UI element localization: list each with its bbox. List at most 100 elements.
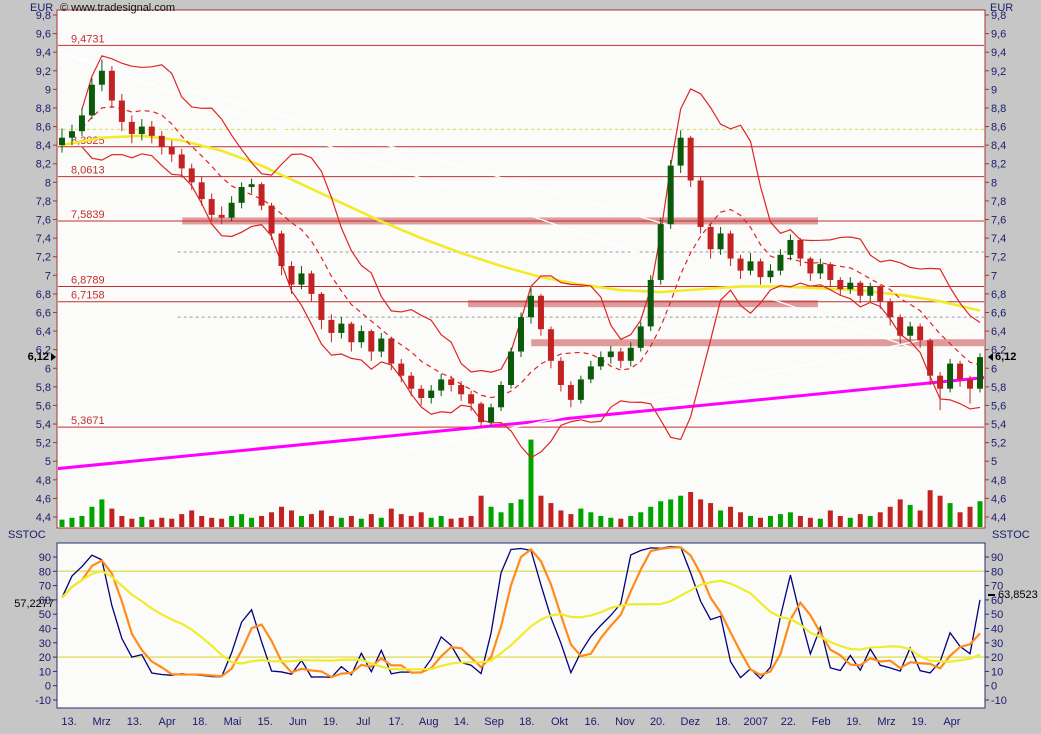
svg-text:6,2: 6,2	[991, 345, 1006, 357]
svg-text:4,4: 4,4	[36, 512, 51, 524]
svg-text:7,6: 7,6	[36, 215, 51, 227]
svg-text:4,8: 4,8	[36, 475, 51, 487]
svg-text:90: 90	[39, 552, 51, 564]
left-axis-title: EUR	[30, 2, 54, 14]
svg-text:14.: 14.	[454, 716, 469, 728]
svg-text:5,6: 5,6	[991, 400, 1006, 412]
svg-text:20: 20	[991, 652, 1003, 664]
svg-text:4,6: 4,6	[36, 493, 51, 505]
svg-text:30: 30	[991, 638, 1003, 650]
svg-text:6,4: 6,4	[991, 326, 1006, 338]
svg-text:15.: 15.	[258, 716, 273, 728]
svg-text:5,4: 5,4	[991, 419, 1006, 431]
svg-text:70: 70	[39, 581, 51, 593]
svg-text:16.: 16.	[585, 716, 600, 728]
svg-text:60: 60	[39, 595, 51, 607]
svg-text:30: 30	[39, 638, 51, 650]
svg-text:Feb: Feb	[812, 716, 831, 728]
svg-text:5,8: 5,8	[36, 382, 51, 394]
svg-text:8,6: 8,6	[36, 122, 51, 134]
svg-text:Mrz: Mrz	[93, 716, 111, 728]
svg-text:8,2: 8,2	[36, 159, 51, 171]
svg-text:Jul: Jul	[356, 716, 370, 728]
svg-text:Okt: Okt	[551, 716, 568, 728]
svg-text:6: 6	[45, 363, 51, 375]
svg-text:8,8: 8,8	[991, 103, 1006, 115]
svg-text:8,4: 8,4	[991, 140, 1006, 152]
svg-text:9,8: 9,8	[991, 10, 1006, 22]
svg-text:60: 60	[991, 595, 1003, 607]
svg-text:6,4: 6,4	[36, 326, 51, 338]
current-price-tag-right: 6,12	[988, 351, 1016, 363]
svg-text:Sep: Sep	[484, 716, 504, 728]
svg-text:9,2: 9,2	[991, 66, 1006, 78]
svg-text:5,4: 5,4	[36, 419, 51, 431]
svg-text:9,8: 9,8	[36, 10, 51, 22]
right-axis-title: EUR	[990, 2, 1014, 14]
svg-text:6,8789: 6,8789	[71, 275, 105, 287]
svg-text:13.: 13.	[61, 716, 76, 728]
svg-text:6,7158: 6,7158	[71, 290, 105, 302]
svg-text:-10: -10	[991, 695, 1007, 707]
svg-text:Apr: Apr	[943, 716, 960, 728]
svg-text:9,6: 9,6	[36, 29, 51, 41]
svg-text:18.: 18.	[715, 716, 730, 728]
svg-text:9,4731: 9,4731	[71, 33, 105, 45]
svg-text:5: 5	[45, 456, 51, 468]
svg-text:19.: 19.	[846, 716, 861, 728]
svg-text:8,0613: 8,0613	[71, 165, 105, 177]
svg-text:4,6: 4,6	[991, 493, 1006, 505]
svg-text:7,4: 7,4	[36, 233, 51, 245]
svg-text:5,2: 5,2	[991, 438, 1006, 450]
svg-text:9: 9	[45, 84, 51, 96]
svg-text:7,2: 7,2	[991, 252, 1006, 264]
svg-text:0: 0	[45, 681, 51, 693]
svg-text:20: 20	[39, 652, 51, 664]
svg-text:5: 5	[991, 456, 997, 468]
svg-text:4,4: 4,4	[991, 512, 1006, 524]
svg-text:9: 9	[991, 84, 997, 96]
svg-text:8,8: 8,8	[36, 103, 51, 115]
svg-text:Mrz: Mrz	[877, 716, 895, 728]
svg-text:50: 50	[39, 609, 51, 621]
svg-text:Mai: Mai	[224, 716, 242, 728]
svg-text:8,4: 8,4	[36, 140, 51, 152]
sstoc-left-title: SSTOC	[8, 529, 46, 541]
svg-text:0: 0	[991, 681, 997, 693]
svg-text:8,2: 8,2	[991, 159, 1006, 171]
svg-text:8: 8	[45, 177, 51, 189]
watermark: © www.tradesignal.com	[60, 2, 176, 14]
svg-text:13.: 13.	[127, 716, 142, 728]
svg-text:7,2: 7,2	[36, 252, 51, 264]
sstoc-left-value-text: 57,2277	[14, 598, 54, 610]
sstoc-right-value: 63,8523	[988, 589, 1038, 601]
svg-text:22.: 22.	[781, 716, 796, 728]
main-chart-panel	[56, 9, 986, 529]
svg-text:4,8: 4,8	[991, 475, 1006, 487]
main-chart-group: 9,47318,38258,06137,58396,87896,71585,36…	[58, 33, 984, 527]
svg-text:19.: 19.	[912, 716, 927, 728]
sstoc-group	[58, 545, 984, 680]
svg-text:5,3671: 5,3671	[71, 415, 105, 427]
svg-text:9,4: 9,4	[991, 47, 1006, 59]
svg-text:8: 8	[991, 177, 997, 189]
svg-text:40: 40	[991, 624, 1003, 636]
svg-text:9,2: 9,2	[36, 66, 51, 78]
svg-text:7,8: 7,8	[991, 196, 1006, 208]
svg-text:40: 40	[39, 624, 51, 636]
sstoc-right-value-text: 63,8523	[998, 589, 1038, 601]
svg-text:2007: 2007	[743, 716, 767, 728]
svg-text:5,2: 5,2	[36, 438, 51, 450]
sstoc-value-marker-icon	[988, 594, 995, 596]
sstoc-panel	[56, 542, 986, 709]
svg-text:7,5839: 7,5839	[71, 209, 105, 221]
current-price-tag-left: 6,12	[12, 351, 56, 363]
svg-text:Aug: Aug	[419, 716, 439, 728]
svg-text:6,8: 6,8	[991, 289, 1006, 301]
svg-text:9,6: 9,6	[991, 29, 1006, 41]
svg-text:6,8: 6,8	[36, 289, 51, 301]
svg-text:7,4: 7,4	[991, 233, 1006, 245]
svg-text:17.: 17.	[388, 716, 403, 728]
